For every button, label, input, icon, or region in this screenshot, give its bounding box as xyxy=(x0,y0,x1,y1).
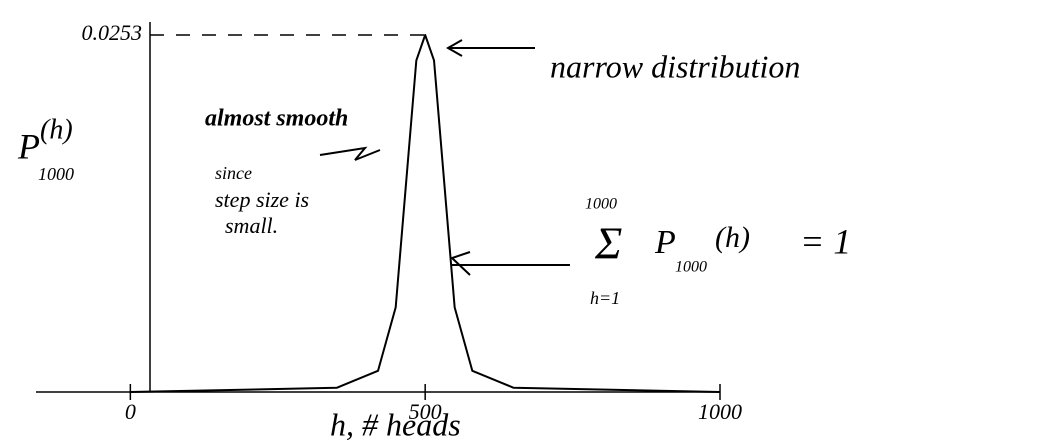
sum-symbol: Σ xyxy=(594,218,622,269)
annotation: almost smooth xyxy=(205,106,348,132)
annotation: small. xyxy=(225,213,278,238)
sum-equals: = 1 xyxy=(800,221,851,261)
x-tick-label: 1000 xyxy=(698,399,742,424)
y-tick-label: 0.0253 xyxy=(82,20,143,45)
sum-upper: 1000 xyxy=(585,196,617,213)
sum-term-argument: (h) xyxy=(715,221,750,254)
annotation: since xyxy=(215,163,252,183)
x-tick-label: 500 xyxy=(409,399,442,424)
y-label-argument: (h) xyxy=(40,114,73,145)
y-label-subscript: 1000 xyxy=(38,164,74,184)
annotation: narrow distribution xyxy=(550,48,800,84)
sum-lower: h=1 xyxy=(590,288,620,308)
x-label: h, # heads xyxy=(330,406,461,442)
arrow-head xyxy=(450,251,471,276)
arrow xyxy=(319,146,381,161)
arrow-head xyxy=(445,39,463,57)
curve xyxy=(130,34,721,393)
sum-term-subscript: 1000 xyxy=(675,259,707,276)
y-label: P xyxy=(17,126,40,166)
sum-term: P xyxy=(654,224,676,261)
annotation: step size is xyxy=(215,187,309,212)
x-tick-label: 0 xyxy=(125,399,136,424)
